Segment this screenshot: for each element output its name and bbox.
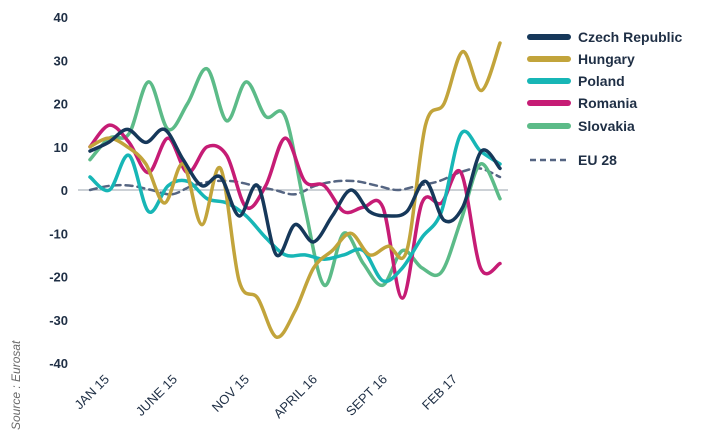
x-axis-ticks: JAN 15 JUNE 15 NOV 15 APRIL 16 SEPT 16 FEB 17 [71, 372, 460, 422]
series-line-slovakia [88, 67, 502, 287]
y-tick-label: -30 [49, 313, 68, 328]
y-tick-label: -20 [49, 270, 68, 285]
x-tick-label: JAN 15 [71, 372, 112, 413]
y-tick-label: -40 [49, 356, 68, 371]
x-tick-label: JUNE 15 [133, 372, 180, 419]
source-note: Source : Eurosat [9, 340, 23, 430]
legend-label: Czech Republic [578, 29, 682, 45]
series-line-eu-28 [88, 167, 502, 196]
y-tick-label: 40 [54, 10, 68, 25]
y-tick-label: 30 [54, 53, 68, 68]
legend-label: Poland [578, 73, 625, 89]
legend-label: Slovakia [578, 118, 635, 134]
legend-label: EU 28 [578, 152, 617, 168]
x-tick-label: NOV 15 [209, 372, 252, 415]
legend-label: Hungary [578, 51, 635, 67]
series-lines [88, 41, 502, 339]
x-tick-label: APRIL 16 [271, 372, 321, 422]
y-tick-label: 10 [54, 140, 68, 155]
series-line-hungary [88, 41, 502, 339]
y-tick-label: 20 [54, 97, 68, 112]
x-tick-label: FEB 17 [419, 372, 460, 413]
y-tick-label: 0 [61, 183, 68, 198]
x-tick-label: SEPT 16 [343, 372, 390, 419]
legend: Czech Republic Hungary Poland Romania Slovak… [527, 29, 682, 168]
series-line-czech-republic [88, 127, 502, 258]
legend-label: Romania [578, 95, 637, 111]
series-line-poland [88, 129, 502, 284]
y-tick-label: -10 [49, 226, 68, 241]
y-axis-ticks: 40 30 20 10 0 -10 -20 -30 -40 [49, 10, 68, 371]
